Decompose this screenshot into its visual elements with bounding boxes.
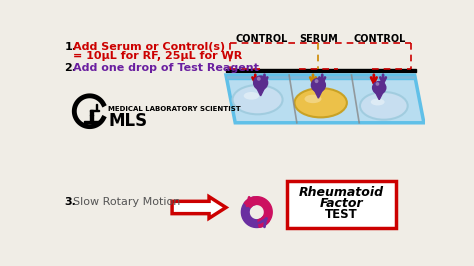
Polygon shape <box>226 75 415 79</box>
Polygon shape <box>226 69 416 72</box>
Ellipse shape <box>375 82 379 86</box>
Ellipse shape <box>233 85 283 114</box>
Polygon shape <box>254 83 267 96</box>
Text: CONTROL: CONTROL <box>354 34 406 44</box>
Ellipse shape <box>253 75 268 90</box>
Polygon shape <box>83 121 99 123</box>
Text: 3.: 3. <box>64 197 76 207</box>
Text: Rheumatoid: Rheumatoid <box>299 186 384 199</box>
Text: Slow Rotary Motion: Slow Rotary Motion <box>73 197 180 207</box>
Ellipse shape <box>371 98 384 105</box>
FancyBboxPatch shape <box>287 181 396 228</box>
Polygon shape <box>172 197 226 218</box>
Text: MLS: MLS <box>108 112 147 130</box>
Text: = 10μL for RF, 25μL for WR: = 10μL for RF, 25μL for WR <box>73 51 242 61</box>
Text: SERUM: SERUM <box>299 34 338 44</box>
Polygon shape <box>91 115 93 119</box>
Polygon shape <box>373 88 385 100</box>
Polygon shape <box>312 85 325 98</box>
Polygon shape <box>90 110 99 111</box>
Ellipse shape <box>294 88 347 117</box>
Text: Add one drop of Test Reagent: Add one drop of Test Reagent <box>73 64 259 73</box>
Text: CONTROL: CONTROL <box>236 34 288 44</box>
Ellipse shape <box>310 78 326 93</box>
Polygon shape <box>244 197 272 227</box>
Text: 1.: 1. <box>64 42 76 52</box>
Text: 2.: 2. <box>64 64 76 73</box>
Ellipse shape <box>257 77 261 81</box>
Polygon shape <box>90 110 93 121</box>
Polygon shape <box>96 104 97 110</box>
Text: Add Serum or Control(s): Add Serum or Control(s) <box>73 42 225 52</box>
Text: MEDICAL LABORATORY SCIENTIST: MEDICAL LABORATORY SCIENTIST <box>108 106 241 112</box>
Polygon shape <box>241 197 269 227</box>
Text: TEST: TEST <box>325 208 358 221</box>
Polygon shape <box>226 75 424 123</box>
Ellipse shape <box>360 92 408 120</box>
Ellipse shape <box>304 95 321 103</box>
Ellipse shape <box>315 79 319 83</box>
Ellipse shape <box>372 81 386 95</box>
Text: Factor: Factor <box>319 197 363 210</box>
Ellipse shape <box>244 92 259 100</box>
